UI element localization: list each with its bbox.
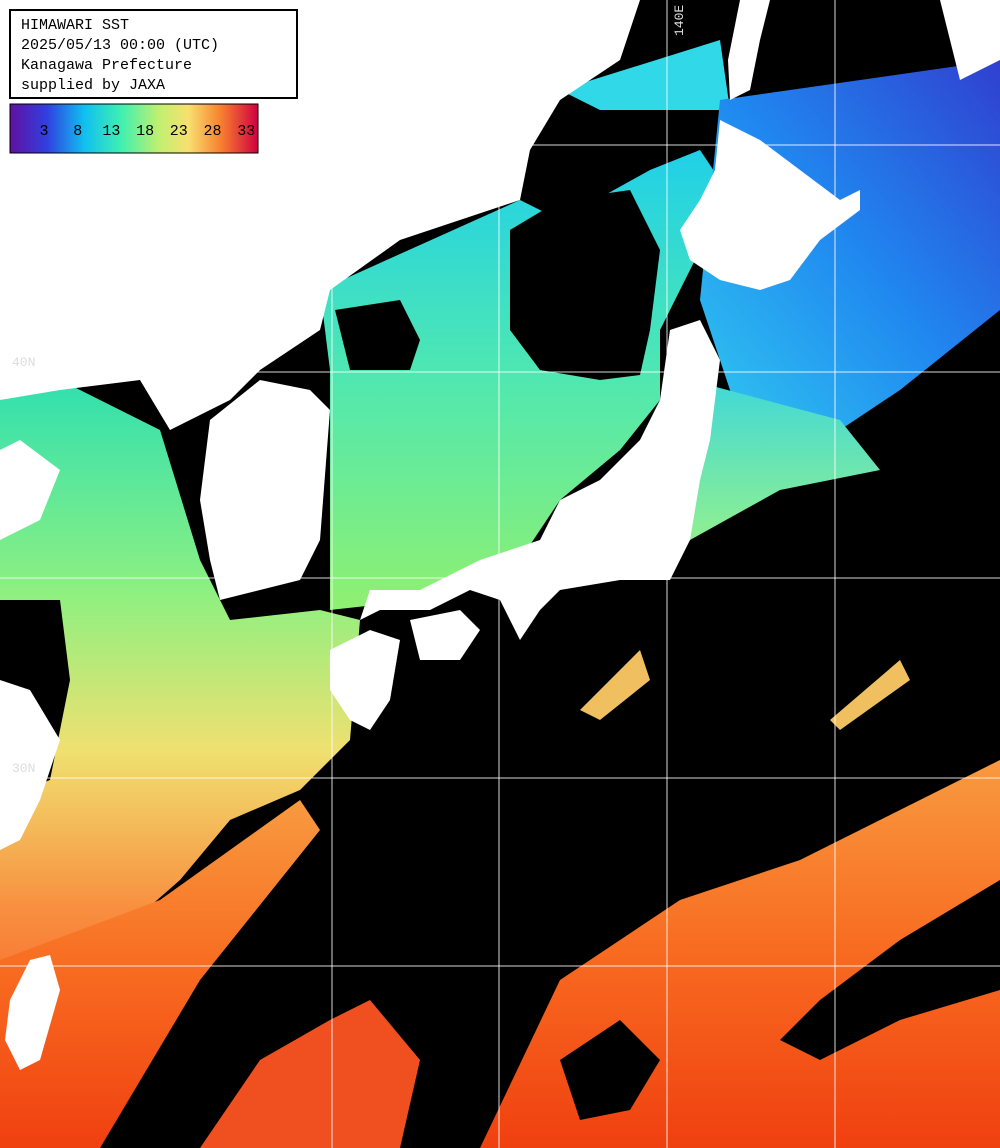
header-line: Kanagawa Prefecture: [21, 57, 192, 74]
sea-region: [830, 660, 910, 730]
sea-region: [0, 800, 320, 1148]
colorbar-label: 33: [237, 123, 255, 140]
header-line: supplied by JAXA: [21, 77, 165, 94]
header-box: [9, 9, 298, 99]
sea-region: [200, 1000, 420, 1148]
land: [410, 610, 480, 660]
cloud: [560, 1020, 660, 1120]
sea-region: [680, 380, 880, 540]
colorbar-label: 28: [203, 123, 221, 140]
grid-label: 140E: [672, 5, 687, 36]
header-line: HIMAWARI SST: [21, 17, 129, 34]
colorbar-label: 3: [39, 123, 48, 140]
land: [5, 955, 60, 1070]
cloud: [510, 190, 660, 380]
header-line: 2025/05/13 00:00 (UTC): [21, 37, 219, 54]
land: [940, 0, 1000, 80]
colorbar-label: 13: [102, 123, 120, 140]
colorbar-label: 23: [170, 123, 188, 140]
sea-region: [560, 40, 730, 110]
grid-label: 40N: [12, 355, 35, 370]
grid-label: 30N: [12, 761, 35, 776]
land: [0, 680, 60, 850]
colorbar-label: 8: [73, 123, 82, 140]
land: [360, 320, 720, 640]
cloud: [335, 300, 420, 370]
land: [728, 0, 770, 100]
land: [330, 630, 400, 730]
land: [398, 130, 426, 166]
colorbar-label: 18: [136, 123, 154, 140]
land: [680, 120, 860, 290]
colorbar: [9, 103, 259, 154]
land: [0, 440, 60, 540]
land: [200, 380, 330, 600]
sea-region: [580, 650, 650, 720]
sea-region: [0, 380, 360, 1000]
